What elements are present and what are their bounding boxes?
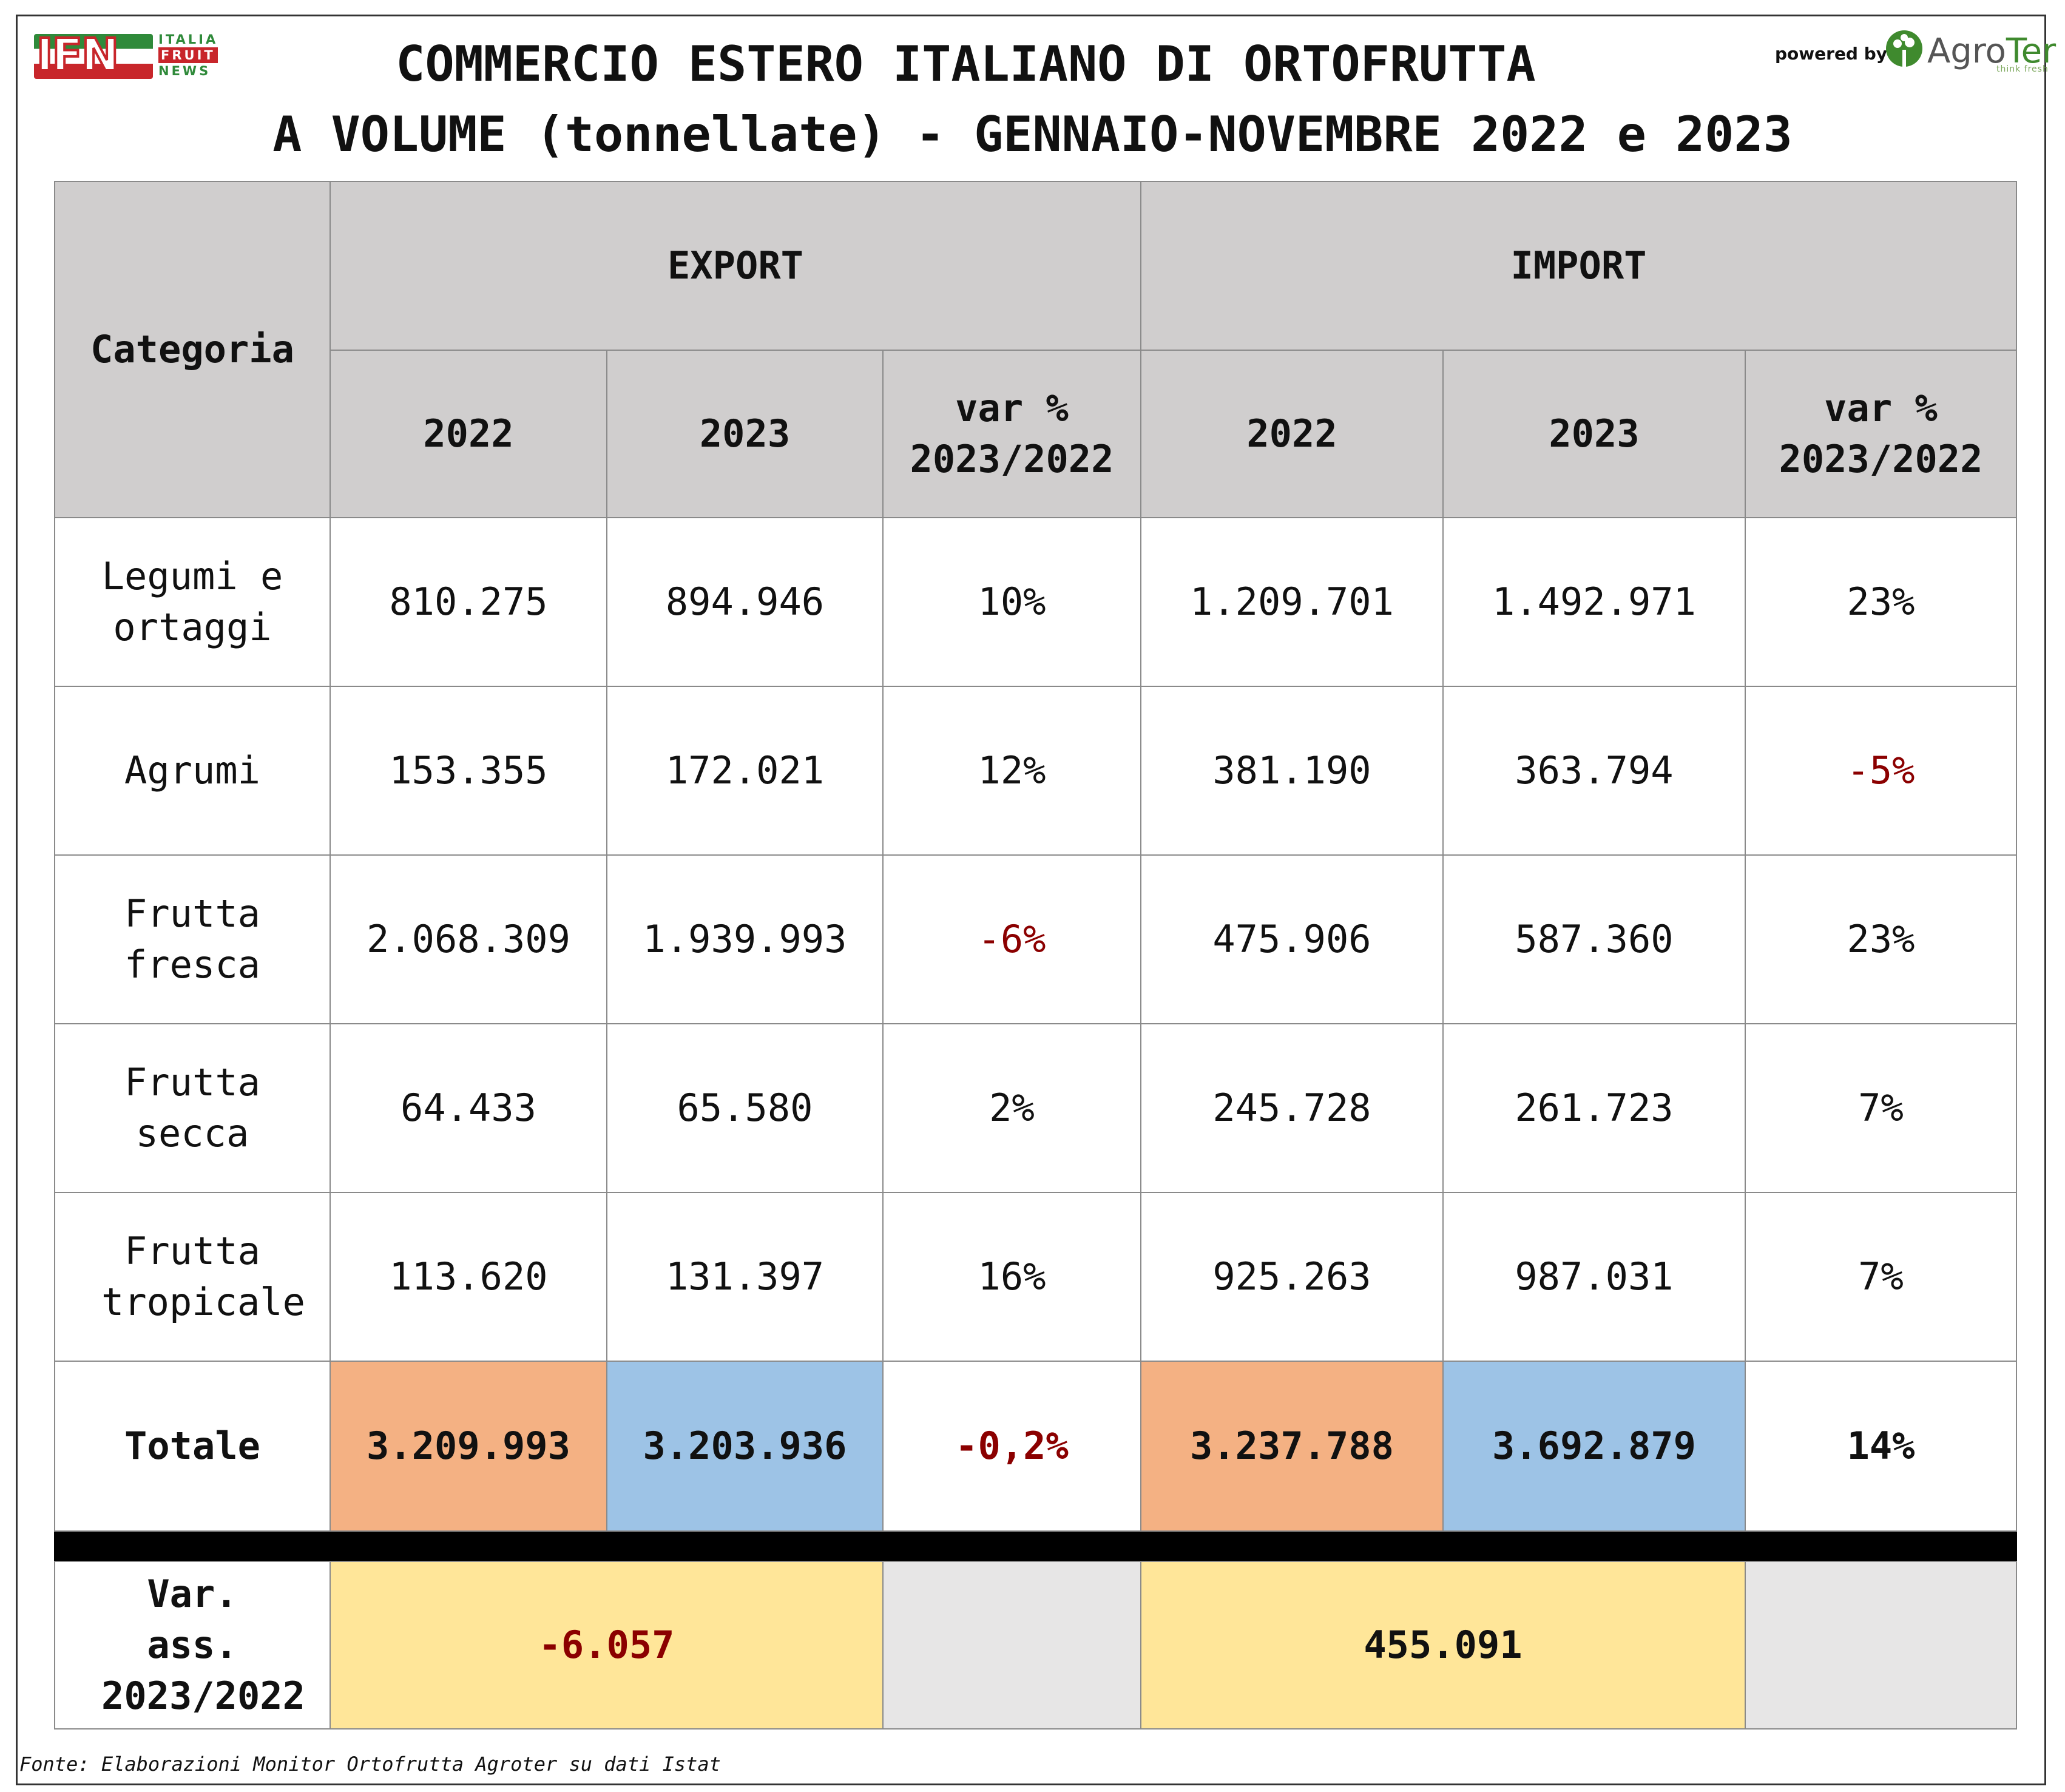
header-import-var: var % 2023/2022: [1745, 350, 2017, 518]
cell-import-2022: 925.263: [1140, 1192, 1444, 1362]
cell-import-2022: 381.190: [1140, 686, 1444, 856]
page-title-line2: A VOLUME (tonnellate) - GENNAIO-NOVEMBRE…: [272, 106, 1793, 163]
cell-import-2023: 261.723: [1442, 1023, 1746, 1193]
ifn-logo-line1: ITALIA: [158, 32, 218, 47]
cell-export-2023: 131.397: [606, 1192, 884, 1362]
cell-export-2023: 65.580: [606, 1023, 884, 1193]
cell-export-2022: 2.068.309: [330, 854, 607, 1024]
cell-export-2023: 894.946: [606, 517, 884, 687]
outer-frame: [16, 15, 2046, 1785]
abs-var-export-empty: [882, 1561, 1141, 1729]
header-export-var: var % 2023/2022: [882, 350, 1141, 518]
agroter-name-a: Agro: [1927, 32, 2006, 71]
header-categoria: Categoria: [54, 181, 331, 518]
ifn-logo: IFN ITALIA FRUIT NEWS: [34, 29, 240, 81]
cell-export-var: 10%: [882, 517, 1141, 687]
abs-var-import-empty: [1745, 1561, 2017, 1729]
total-export-2023: 3.203.936: [606, 1361, 884, 1532]
cell-import-2022: 1.209.701: [1140, 517, 1444, 687]
cell-export-var: 2%: [882, 1023, 1141, 1193]
header-import: IMPORT: [1140, 181, 2017, 351]
ifn-logo-subtitle: ITALIA FRUIT NEWS: [158, 32, 218, 79]
ifn-logo-text: IFN: [35, 29, 120, 81]
total-import-var: 14%: [1745, 1361, 2017, 1532]
row-category-text: Frutta secca: [124, 1060, 260, 1155]
cell-export-2022: 153.355: [330, 686, 607, 856]
total-import-2023: 3.692.879: [1442, 1361, 1746, 1532]
abs-var-export: -6.057: [330, 1561, 884, 1729]
header-export-2022: 2022: [330, 350, 607, 518]
trade-table: Categoria EXPORT IMPORT 2022 2023 var % …: [54, 181, 2017, 1729]
cell-import-var: 7%: [1745, 1023, 2017, 1193]
cell-export-2022: 64.433: [330, 1023, 607, 1193]
cell-export-var: 12%: [882, 686, 1141, 856]
cell-export-2022: 810.275: [330, 517, 607, 687]
cell-export-var: -6%: [882, 854, 1141, 1024]
cell-import-var: 23%: [1745, 517, 2017, 687]
total-export-var: -0,2%: [882, 1361, 1141, 1532]
table-separator: [54, 1532, 2017, 1562]
row-category: Legumi e ortaggi: [54, 517, 331, 687]
agroter-name-b: Ter: [2006, 32, 2057, 71]
total-import-2022: 3.237.788: [1140, 1361, 1444, 1532]
cell-import-2023: 587.360: [1442, 854, 1746, 1024]
abs-var-import: 455.091: [1140, 1561, 1746, 1729]
cell-import-var: 23%: [1745, 854, 2017, 1024]
row-category: Frutta fresca: [54, 854, 331, 1024]
header-export-var-text: var % 2023/2022: [910, 386, 1114, 481]
row-category-text: Legumi e ortaggi: [101, 554, 283, 649]
cell-export-var: 16%: [882, 1192, 1141, 1362]
cell-import-2022: 475.906: [1140, 854, 1444, 1024]
cell-import-2023: 363.794: [1442, 686, 1746, 856]
cell-import-2023: 987.031: [1442, 1192, 1746, 1362]
cell-import-var: -5%: [1745, 686, 2017, 856]
cell-export-2023: 172.021: [606, 686, 884, 856]
header-import-var-text: var % 2023/2022: [1779, 386, 1983, 481]
header-import-2023: 2023: [1442, 350, 1746, 518]
ifn-logo-line3: NEWS: [158, 64, 211, 78]
cell-import-2022: 245.728: [1140, 1023, 1444, 1193]
source-note: Fonte: Elaborazioni Monitor Ortofrutta A…: [19, 1753, 721, 1776]
ifn-logo-flag: [34, 34, 153, 79]
total-export-2022: 3.209.993: [330, 1361, 607, 1532]
cell-import-2023: 1.492.971: [1442, 517, 1746, 687]
row-category-text: Frutta fresca: [124, 891, 260, 987]
header-import-2022: 2022: [1140, 350, 1444, 518]
cell-export-2023: 1.939.993: [606, 854, 884, 1024]
powered-by-label: powered by: [1775, 44, 1888, 64]
row-category: Frutta tropicale: [54, 1192, 331, 1362]
abs-var-label-text: Var. ass. 2023/2022: [101, 1572, 305, 1718]
row-category: Frutta secca: [54, 1023, 331, 1193]
cell-import-var: 7%: [1745, 1192, 2017, 1362]
agroter-logo: AgroTer: [1927, 32, 2056, 71]
page-title-line1: COMMERCIO ESTERO ITALIANO DI ORTOFRUTTA: [396, 36, 1536, 92]
cell-export-2022: 113.620: [330, 1192, 607, 1362]
total-label: Totale: [54, 1361, 331, 1532]
agroter-tagline: think fresh: [1996, 64, 2049, 74]
abs-var-label: Var. ass. 2023/2022: [54, 1561, 331, 1729]
ifn-logo-line2: FRUIT: [158, 47, 218, 63]
header-export-2023: 2023: [606, 350, 884, 518]
row-category: Agrumi: [54, 686, 331, 856]
tree-icon: [1886, 30, 1922, 68]
header-export: EXPORT: [330, 181, 1141, 351]
row-category-text: Frutta tropicale: [101, 1229, 305, 1324]
